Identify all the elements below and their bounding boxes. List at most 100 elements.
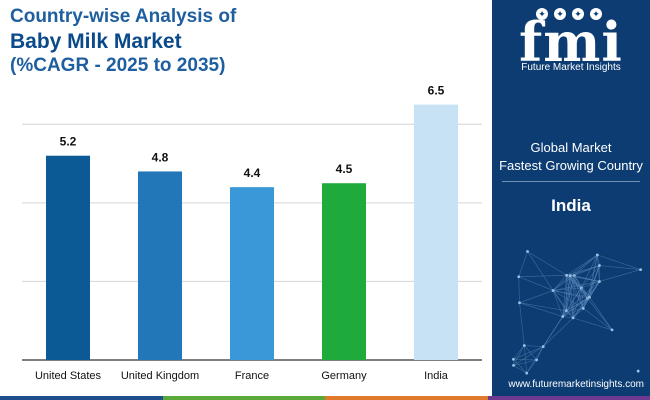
brand-logo: fmi xyxy=(519,10,623,74)
network-node xyxy=(598,280,601,283)
gear-icon: ✦ xyxy=(554,8,566,20)
network-link xyxy=(519,302,563,317)
network-link xyxy=(562,308,584,317)
network-node xyxy=(588,295,591,299)
network-link xyxy=(589,265,600,298)
network-node xyxy=(517,275,521,279)
network-link xyxy=(518,251,528,277)
network-link xyxy=(536,346,544,361)
network-link xyxy=(513,365,527,374)
footer-segment-4 xyxy=(487,396,650,400)
network-link xyxy=(552,290,590,298)
brand-name: Future Market Insights xyxy=(521,62,621,73)
network-link xyxy=(527,251,567,276)
network-node xyxy=(636,369,640,373)
network-link xyxy=(552,287,582,291)
network-link xyxy=(526,359,537,374)
footer-segment-1 xyxy=(0,396,163,400)
network-link xyxy=(580,287,584,309)
network-link xyxy=(518,274,567,278)
network-node xyxy=(526,250,529,253)
network-node xyxy=(541,345,545,348)
network-link xyxy=(552,275,575,291)
network-link xyxy=(566,307,584,312)
network-link xyxy=(573,317,613,331)
network-link xyxy=(562,275,575,317)
network-link xyxy=(513,358,537,361)
footer-segment-2 xyxy=(162,396,325,400)
bar-2 xyxy=(230,187,274,360)
network-node xyxy=(561,315,565,318)
title-line-1: Country-wise Analysis of xyxy=(10,6,237,27)
network-link xyxy=(572,287,582,318)
leaf-icon: ✦ xyxy=(536,8,548,20)
network-link xyxy=(562,296,590,317)
footer-strip xyxy=(0,396,650,400)
network-node xyxy=(639,268,642,271)
footer-segment-3 xyxy=(325,396,488,400)
network-link xyxy=(552,290,567,312)
title-line-3: (%CAGR - 2025 to 2035) xyxy=(10,55,226,76)
network-node xyxy=(522,344,526,347)
tick-label-3: Germany xyxy=(321,370,367,382)
panel-line-2: Fastest Growing Country xyxy=(499,158,643,173)
network-link xyxy=(543,317,574,347)
panel-divider xyxy=(502,181,640,182)
network-link xyxy=(581,254,598,289)
network-node xyxy=(518,301,521,305)
tick-label-1: United Kingdom xyxy=(121,370,199,382)
network-link xyxy=(589,281,600,298)
network-link xyxy=(552,275,567,291)
network-link xyxy=(599,265,641,270)
network-link xyxy=(513,346,544,366)
data-label-2: 4.4 xyxy=(244,166,261,180)
data-label-4: 6.5 xyxy=(428,84,445,98)
network-link xyxy=(513,345,525,366)
network-link xyxy=(562,316,574,319)
logo-icons: ✦ ✦ ✦ ✦ xyxy=(536,8,626,20)
network-link xyxy=(526,346,544,374)
globe-icon: ✦ xyxy=(590,8,602,20)
network-link xyxy=(552,290,564,317)
network-link xyxy=(570,265,600,277)
data-label-0: 5.2 xyxy=(60,135,77,149)
network-link xyxy=(566,254,598,276)
network-link xyxy=(589,254,598,298)
website-link[interactable]: www.futuremarketinsights.com xyxy=(508,379,644,390)
network-link xyxy=(587,298,613,331)
network-node xyxy=(568,274,572,278)
bar-chart: 5.2 United States 4.8 United Kingdom 4.4 Fran… xyxy=(22,84,482,382)
network-link xyxy=(562,275,567,317)
network-node xyxy=(595,253,599,257)
network-link xyxy=(589,297,613,331)
bar-1 xyxy=(138,171,182,360)
person-icon: ✦ xyxy=(572,8,584,20)
title-line-2: Baby Milk Market xyxy=(10,30,182,53)
network-link xyxy=(582,297,590,309)
network-node xyxy=(512,364,515,367)
network-link xyxy=(513,359,537,366)
network-link xyxy=(562,287,582,317)
tick-label-0: United States xyxy=(35,370,102,382)
bar-3 xyxy=(322,183,366,360)
tick-label-4: India xyxy=(424,370,449,382)
network-link xyxy=(569,275,590,298)
network-node xyxy=(571,316,575,320)
network-node xyxy=(610,328,614,332)
fastest-country: India xyxy=(551,196,591,215)
network-link xyxy=(527,251,554,291)
network-link xyxy=(513,345,525,360)
network-link xyxy=(570,275,600,282)
network-link xyxy=(581,281,600,289)
network-link xyxy=(552,275,571,291)
network-link xyxy=(518,276,554,291)
panel-line-1: Global Market xyxy=(530,140,612,155)
tick-label-2: France xyxy=(235,370,269,382)
bar-0 xyxy=(46,155,90,360)
network-link xyxy=(566,274,590,298)
network-link xyxy=(552,281,600,291)
network-link xyxy=(570,254,598,276)
network-link xyxy=(599,269,641,282)
network-node xyxy=(565,273,569,277)
